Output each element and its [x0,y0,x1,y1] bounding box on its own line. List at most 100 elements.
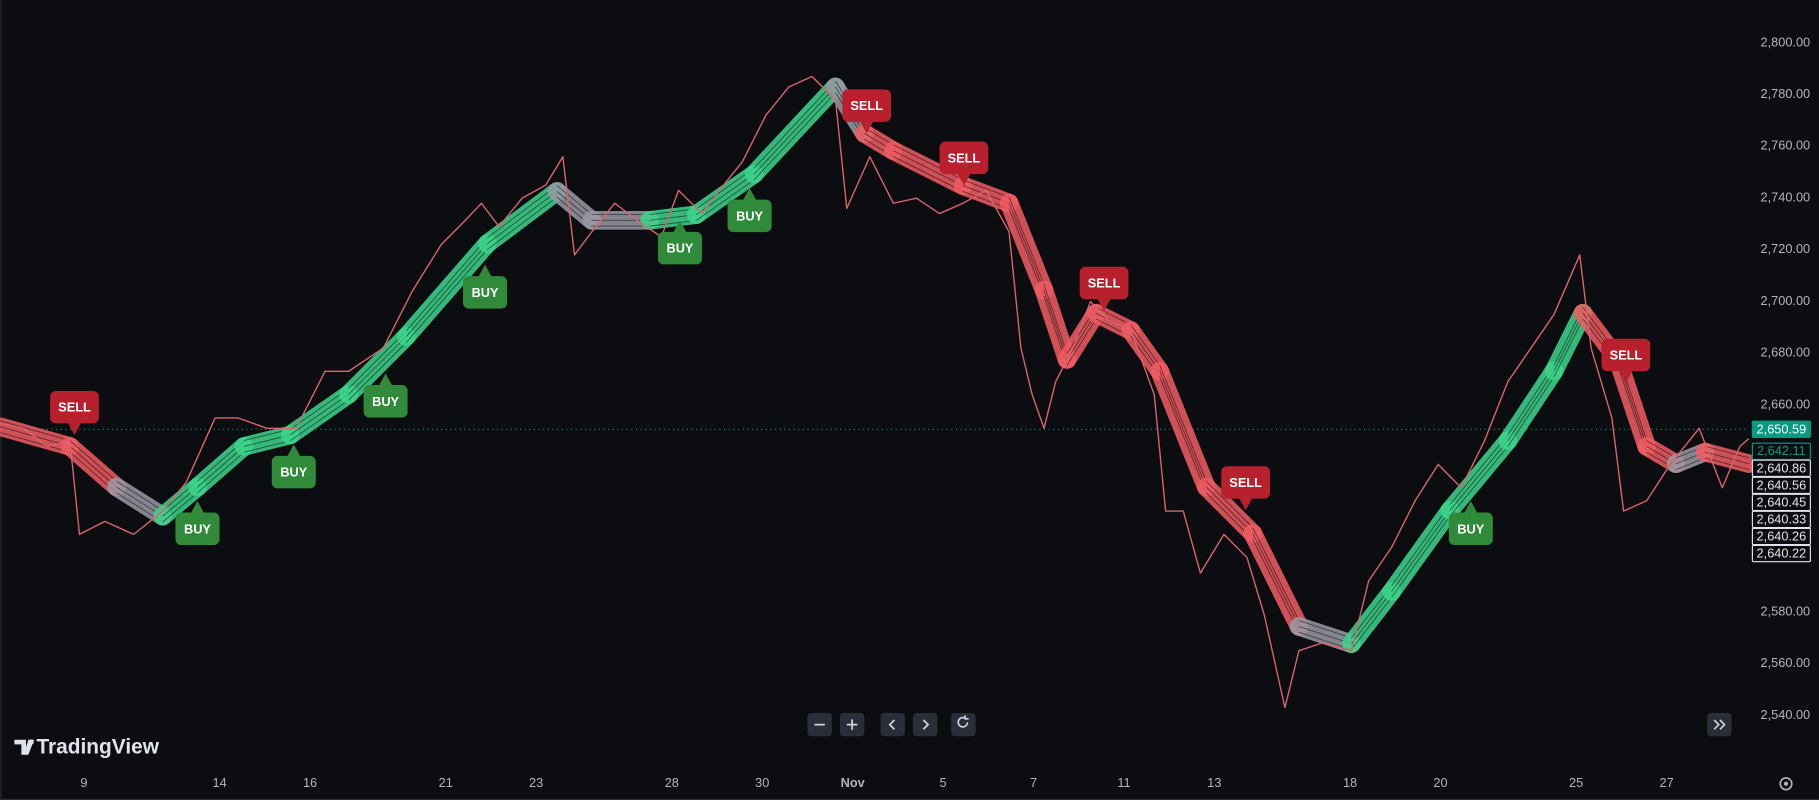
ribbon-line [487,190,558,244]
ribbon-line [1252,527,1300,621]
price-label: 2,640.22 [1757,545,1807,560]
signal-label: BUY [184,521,211,536]
signal-pointer [286,444,301,458]
x-tick-label: Nov [841,775,866,790]
signal: SELL [50,390,99,436]
ribbon-line [1351,591,1393,645]
ribbon-line [753,86,836,175]
price-label-box [1751,527,1811,546]
ribbon-line [1008,197,1045,285]
signal-box [175,512,220,546]
settings-button[interactable] [1779,777,1793,791]
scroll-left-button[interactable] [880,713,905,737]
signal: BUY [463,264,508,309]
ribbon-line [753,80,836,169]
ribbon-line [893,150,964,187]
ribbon-line [1704,457,1749,470]
signal: BUY [175,500,220,546]
signal-pointer [190,500,205,514]
x-tick-label: 13 [1207,775,1221,790]
ribbon-line [962,179,1010,198]
signal-label: BUY [372,394,399,409]
ribbon-line [1449,434,1509,505]
ribbon-line [1159,370,1207,488]
x-tick-label: 27 [1659,775,1673,790]
signal-pointer [478,264,493,278]
ribbon-line [289,399,349,442]
price-label: 2,640.26 [1757,528,1807,543]
signal: BUY [657,220,702,265]
signal-pointer [956,172,971,186]
x-tick-label: 16 [303,775,317,790]
ribbon-line [1704,451,1749,465]
scroll-end-icon [1713,719,1726,730]
ribbon-line [649,219,697,227]
plot-area: SELL BUY BUY BUY BUY BUY BUY SELL SELL SELL SELL BU… [0,75,1759,709]
logo: TradingView [14,735,160,758]
ribbon-line [1507,370,1555,441]
ribbon-line [69,446,117,488]
ribbon-line [116,480,163,511]
y-tick-label: 2,700.00 [1761,293,1811,308]
ribbon-line [1095,306,1131,326]
signal-label: SELL [948,150,981,165]
price-label: 2,640.56 [1757,477,1807,492]
ribbon-line [289,394,349,436]
settings-icon-center [1783,781,1789,786]
signal-label: BUY [280,465,307,480]
signal-pointer [859,120,874,134]
ribbon-line [348,330,407,389]
ribbon-line [1252,539,1300,633]
brand: TradingView [36,735,159,758]
ribbon-line [69,440,117,482]
signal-box [1601,338,1651,372]
ribbon-line [243,440,291,453]
x-tick-label: 23 [529,775,543,790]
signal-box [1221,466,1270,499]
ribbon-line [1704,445,1749,459]
signal-label: SELL [58,400,91,415]
zoom-controls [807,713,976,737]
signal: BUY [363,373,408,418]
signal-label: BUY [736,208,763,223]
ribbon-line [1391,510,1451,592]
ribbon-line [0,420,71,442]
ribbon-line [1351,597,1393,650]
signal-pointer [1618,370,1633,383]
signal: BUY [1448,500,1493,546]
signal-pointer [378,373,393,387]
price-label-box [1751,493,1811,512]
reset-button[interactable] [951,713,976,737]
signal: SELL [842,89,892,134]
ribbon-line [1298,620,1352,639]
price-label-box [1751,420,1811,439]
signal-box [657,231,702,265]
signal-box [939,141,989,175]
ribbon-line [1391,504,1451,586]
plus-icon [846,719,858,730]
price-line [0,75,1750,709]
signal: SELL [1079,266,1129,311]
ribbon-line [1008,208,1045,296]
ribbon-line [289,388,349,430]
scroll-right-button[interactable] [912,713,938,737]
signal-pointer [1463,500,1478,514]
ribbon-line [1066,318,1097,366]
y-tick-label: 2,580.00 [1761,603,1811,618]
signal-pointer [1097,298,1112,311]
x-tick-label: 5 [940,775,947,790]
ribbon-line [1449,440,1509,511]
signal: BUY [271,444,316,489]
ribbon-line [1617,365,1648,453]
signal-box [842,89,892,122]
signal-box [1448,512,1493,546]
signal: SELL [939,141,989,186]
ribbon-line [487,196,558,250]
ribbon-line [1205,486,1254,534]
x-tick-label: 25 [1569,775,1583,790]
signal-box [50,390,99,424]
signal-label: SELL [1610,347,1643,362]
price-label: 2,640.33 [1757,511,1807,526]
price-label: 2,640.86 [1757,460,1807,475]
